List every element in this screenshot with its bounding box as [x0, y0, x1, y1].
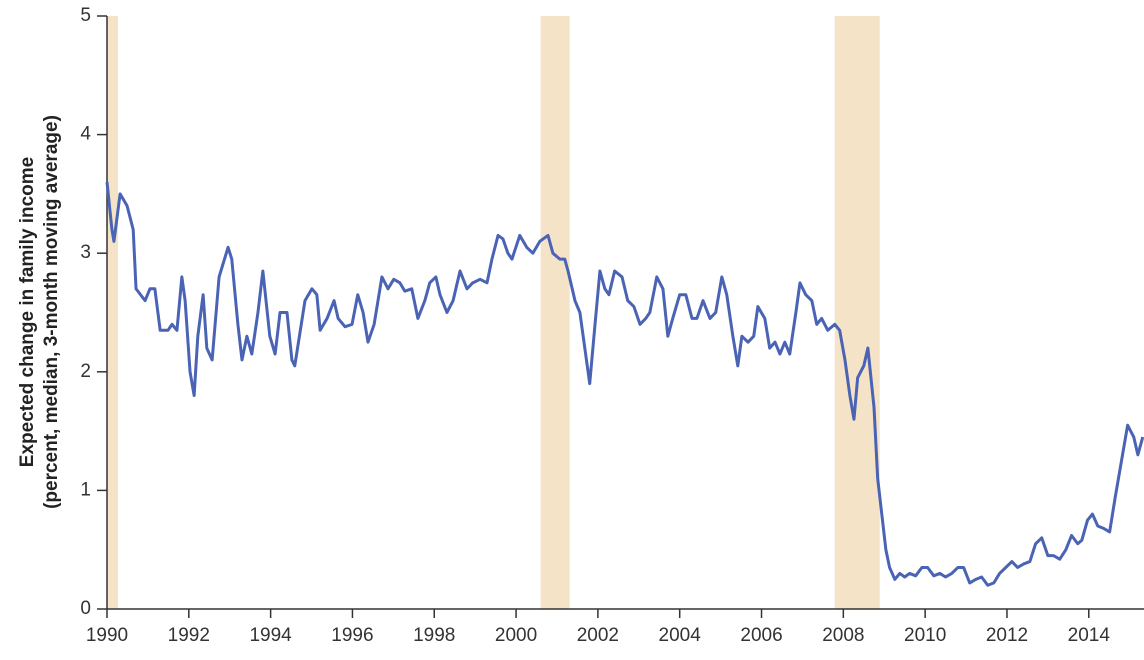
x-tick-label: 2010 [904, 625, 946, 646]
y-title: Expected change in family income (percen… [17, 115, 62, 509]
x-tick-label: 1990 [86, 625, 128, 646]
y-axis-note: (percent, median, 3-month moving average… [41, 115, 62, 509]
x-tick-label: 1998 [413, 625, 455, 646]
x-tick-label: 2006 [740, 625, 782, 646]
recession-band [107, 16, 119, 609]
y-tick-label: 4 [80, 124, 91, 145]
x-tick-label: 2002 [577, 625, 619, 646]
x-tick-label: 2004 [659, 625, 702, 646]
y-tick-label: 0 [80, 598, 91, 619]
y-tick-label: 1 [80, 479, 91, 500]
y-tick-label: 2 [80, 361, 91, 382]
y-tick-label: 5 [80, 5, 91, 26]
recession-band [540, 16, 570, 609]
x-tick-label: 1996 [331, 625, 373, 646]
x-tick-label: 2000 [495, 625, 537, 646]
y-tick-label: 3 [80, 242, 91, 263]
data-line [105, 181, 1144, 587]
x-tick-label: 1994 [249, 625, 292, 646]
x-tick-label: 2012 [986, 625, 1028, 646]
y-axis-label: Expected change in family income [17, 157, 38, 467]
x-tick-label: 2014 [1068, 625, 1111, 646]
x-tick-label: 2008 [822, 625, 864, 646]
x-tick-label: 1992 [168, 625, 210, 646]
recession-band [834, 16, 880, 609]
